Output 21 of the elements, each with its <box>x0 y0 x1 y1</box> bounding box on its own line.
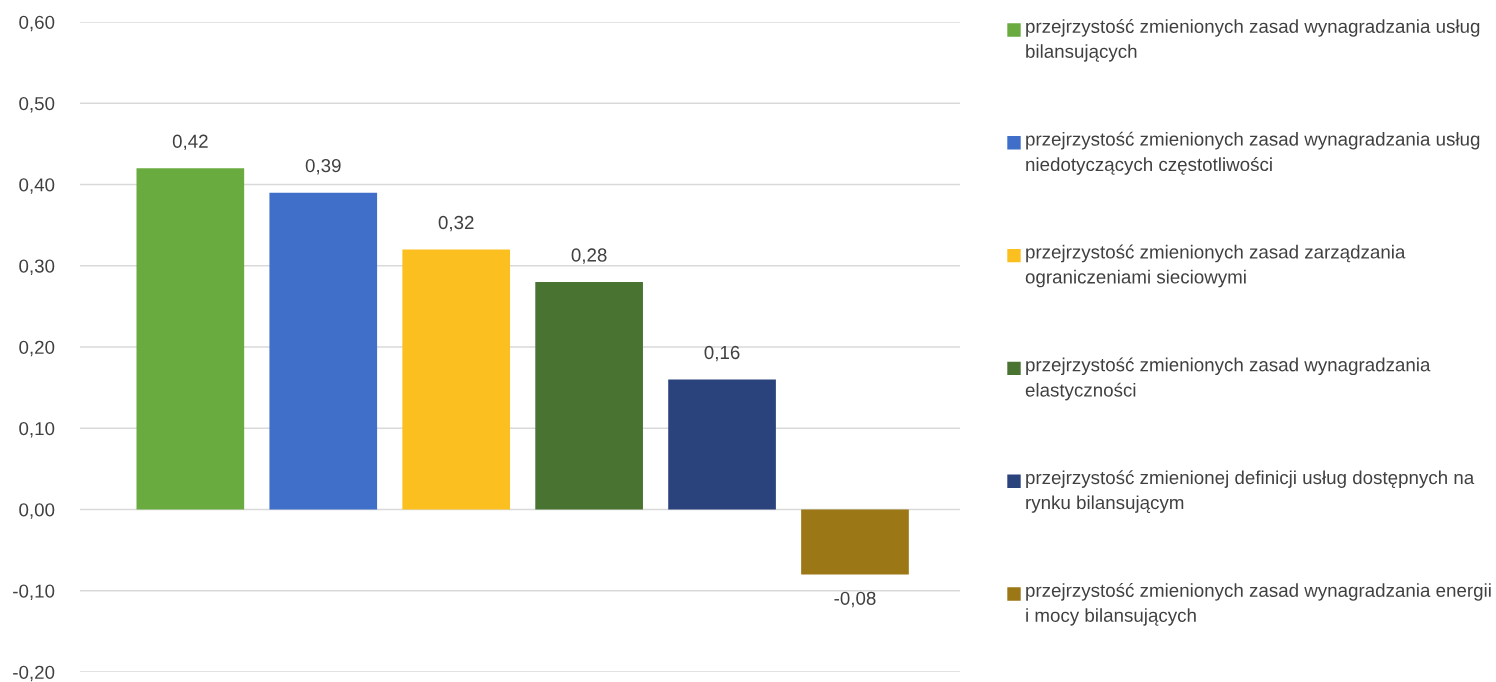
data-label: 0,32 <box>438 215 474 232</box>
y-tick-label: 0,00 <box>19 503 55 519</box>
legend-label: przejrzystość zmienionych zasad wynagradzania usług bilansujących <box>1026 19 1480 62</box>
y-tick-label: 0,60 <box>19 15 55 32</box>
y-tick-label: -0,20 <box>13 665 55 682</box>
data-label: 0,28 <box>571 248 607 264</box>
y-tick-label: 0,30 <box>19 259 55 275</box>
legend-label: przejrzystość zmienionych zasad zarządzania ograniczeniami sieciowymi <box>1025 244 1406 288</box>
legend-label: przejrzystość zmienionych zasad wynagradzania energii i mocy bilansujących <box>1026 583 1491 626</box>
y-tick-label: 0,20 <box>19 340 55 357</box>
legend-label: przejrzystość zmienionych zasad wynagradzania elastyczności <box>1025 357 1431 401</box>
data-label: -0,08 <box>834 591 876 608</box>
y-tick-label: 0,10 <box>19 421 55 438</box>
y-tick-label: 0,50 <box>19 96 55 113</box>
data-label: 0,16 <box>704 345 740 362</box>
data-label: 0,42 <box>172 134 208 151</box>
y-tick-label: -0,10 <box>13 584 55 600</box>
legend-label: przejrzystość zmienionej definicji usług dostępnych na rynku bilansującym <box>1026 470 1475 513</box>
legend-label: przejrzystość zmienionych zasad wynagradzania usług niedotyczących częstotliwości <box>1026 131 1480 175</box>
y-tick-label: 0,40 <box>19 178 55 194</box>
data-label: 0,39 <box>305 158 341 175</box>
